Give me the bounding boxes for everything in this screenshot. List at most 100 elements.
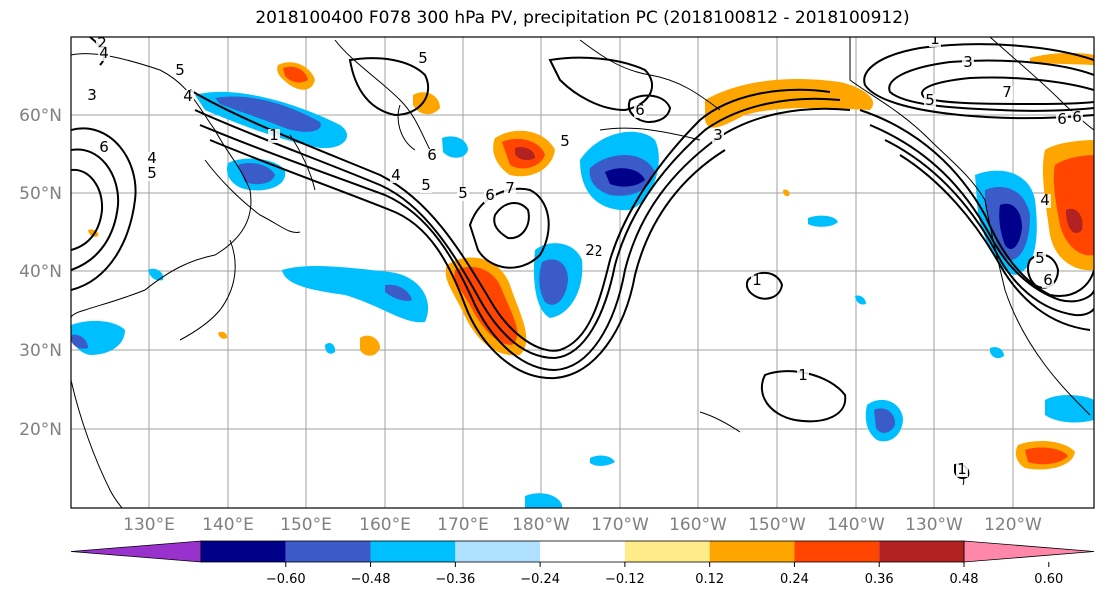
colorbar-outline	[200, 540, 965, 563]
precip-shading	[71, 53, 1094, 508]
contour-label: 1	[269, 126, 279, 144]
contour-label-bg	[751, 274, 763, 288]
colorbar-extend-low	[70, 540, 202, 563]
contour-label-bg	[146, 152, 158, 166]
contour-label-bg	[634, 104, 646, 118]
contour-label: 2	[593, 242, 603, 260]
lon-label: 130°E	[123, 515, 175, 535]
contour-label: 7	[505, 179, 515, 197]
pv-contours	[71, 37, 1094, 480]
lon-label: 130°W	[905, 515, 963, 535]
contour-label: 5	[421, 176, 431, 194]
contour-label-bg	[146, 167, 158, 181]
colorbar-tick-label: 0.36	[865, 572, 894, 587]
contour-label: 1	[752, 271, 762, 289]
colorbar-segment	[709, 541, 795, 562]
contour-label-bg	[929, 37, 941, 47]
contour-label: 5	[925, 91, 935, 109]
colorbar-segment	[285, 541, 371, 562]
contour-label: 4	[99, 44, 109, 62]
map-title: 2018100400 F078 300 hPa PV, precipitatio…	[255, 8, 910, 28]
contour-label-bg	[1071, 111, 1083, 125]
contour-label-bg	[484, 189, 496, 203]
lon-label: 160°W	[669, 515, 727, 535]
lon-label: 170°W	[591, 515, 649, 535]
contour-label-bg	[420, 179, 432, 193]
contour-label-bg	[268, 129, 280, 143]
lon-label: 160°E	[359, 515, 411, 535]
lon-label: 120°W	[984, 515, 1042, 535]
contour-label-bg	[504, 182, 516, 196]
colorbar-tick-label: −0.60	[266, 572, 306, 587]
contour-label: 6	[1043, 271, 1053, 289]
colorbar-segment	[879, 541, 964, 562]
contour-label-bg	[98, 141, 110, 155]
contour-label: 4	[1040, 191, 1050, 209]
contour-label-bg	[924, 94, 936, 108]
colorbar-segment	[794, 541, 880, 562]
contour-label: 1	[930, 30, 940, 48]
colorbar: −0.60 −0.48 −0.36 −0.24 −0.12 0.12 0.24 0.36 0.4…	[70, 540, 1095, 587]
contour-label-bg	[1039, 194, 1051, 208]
colorbar-segment	[540, 541, 625, 562]
contour-label: 3	[963, 53, 973, 71]
contour-label: 2	[585, 241, 595, 259]
colorbar-tick-label: −0.12	[605, 572, 645, 587]
contour-label: 4	[391, 166, 401, 184]
colorbar-tick-label: −0.48	[351, 572, 391, 587]
lat-label: 40°N	[19, 262, 62, 282]
colorbar-tick-label: −0.24	[520, 572, 560, 587]
contour-label: 5	[1035, 249, 1045, 267]
contour-label-bg	[417, 52, 429, 66]
longitude-labels: 130°E 140°E 150°E 160°E 170°E 180°W 170°W 160°W…	[123, 515, 1042, 535]
contour-label: 5	[560, 132, 570, 150]
lon-label: 180°W	[512, 515, 570, 535]
colorbar-tick-label: 0.60	[1034, 572, 1063, 587]
lat-label: 50°N	[19, 184, 62, 204]
contour-label: 6	[427, 146, 437, 164]
contour-label-bg	[1034, 252, 1046, 266]
contour-label-bg	[457, 187, 469, 201]
contour-label-bg	[712, 129, 724, 143]
contour-label-bg	[962, 56, 974, 70]
contour-label: 6	[485, 186, 495, 204]
colorbar-tick-label: 0.12	[695, 572, 724, 587]
lon-label: 140°W	[827, 515, 885, 535]
contour-label: 1	[798, 366, 808, 384]
latitude-labels: 60°N 50°N 40°N 30°N 20°N	[19, 106, 62, 440]
lat-label: 30°N	[19, 341, 62, 361]
lon-label: 150°E	[280, 515, 332, 535]
colorbar-segment	[624, 541, 710, 562]
contour-label: 1	[957, 460, 967, 478]
contour-label-bg	[98, 47, 110, 61]
contour-label: 4	[183, 87, 193, 105]
map-frame	[70, 36, 1095, 509]
contour-label-bg	[390, 169, 402, 183]
lon-label: 170°E	[437, 515, 489, 535]
contour-label-bg	[174, 64, 186, 78]
contour-label-bg	[1056, 113, 1068, 127]
lon-label: 150°W	[748, 515, 806, 535]
contour-label: 6	[635, 101, 645, 119]
lat-label: 60°N	[19, 106, 62, 126]
contour-label: 4	[147, 149, 157, 167]
contour-label-bg	[797, 369, 809, 383]
contour-label-bg	[559, 135, 571, 149]
colorbar-segment	[201, 541, 286, 562]
lat-label: 20°N	[19, 420, 62, 440]
colorbar-tick-label: 0.48	[950, 572, 979, 587]
contour-label-bg	[1042, 274, 1054, 288]
contour-label: 5	[175, 61, 185, 79]
colorbar-extend-high	[963, 540, 1095, 563]
contour-label-bg	[86, 89, 98, 103]
contour-label-bg	[584, 244, 596, 258]
contour-label-bg	[956, 463, 968, 477]
colorbar-segment	[455, 541, 541, 562]
contour-label: 6	[99, 138, 109, 156]
contour-label: 7	[1002, 83, 1012, 101]
contour-label: 3	[713, 126, 723, 144]
contour-label-bg	[426, 149, 438, 163]
